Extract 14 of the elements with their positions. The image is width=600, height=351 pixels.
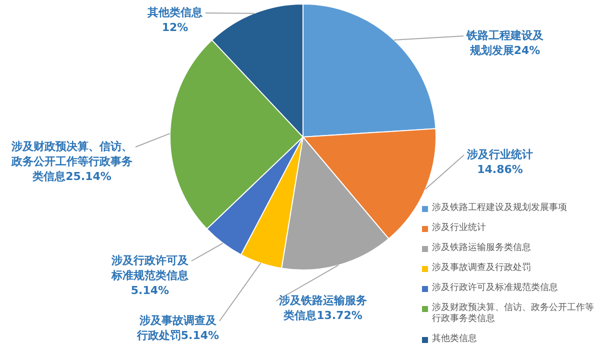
legend-label: 其他类信息 [432,334,477,345]
legend-label: 涉及铁路运输服务类信息 [432,243,531,254]
legend-label: 涉及铁路工程建设及规划发展事项 [432,203,567,214]
legend-label: 涉及财政预决算、信访、政务公开工作等行政事务类信息 [432,303,595,325]
data-label: 其他类信息12% [146,6,204,34]
legend-label: 涉及行业统计 [432,223,486,234]
data-label: 铁路工程建设及规划发展24% [466,29,544,57]
legend-label: 涉及事故调查及行政处罚 [432,263,531,274]
data-label: 涉及行政许可及标准规范类信息5.14% [110,254,190,297]
legend-label: 涉及行政许可及标准规范类信息 [432,283,558,294]
data-label: 涉及财政预决算、信访、政务公开工作等行政事务类信息25.14% [10,140,132,183]
data-label: 涉及铁路运输服务类信息13.72% [278,294,367,322]
data-label: 涉及事故调查及行政处罚5.14% [136,314,220,342]
data-label: 涉及行业统计14.86% [466,148,533,176]
